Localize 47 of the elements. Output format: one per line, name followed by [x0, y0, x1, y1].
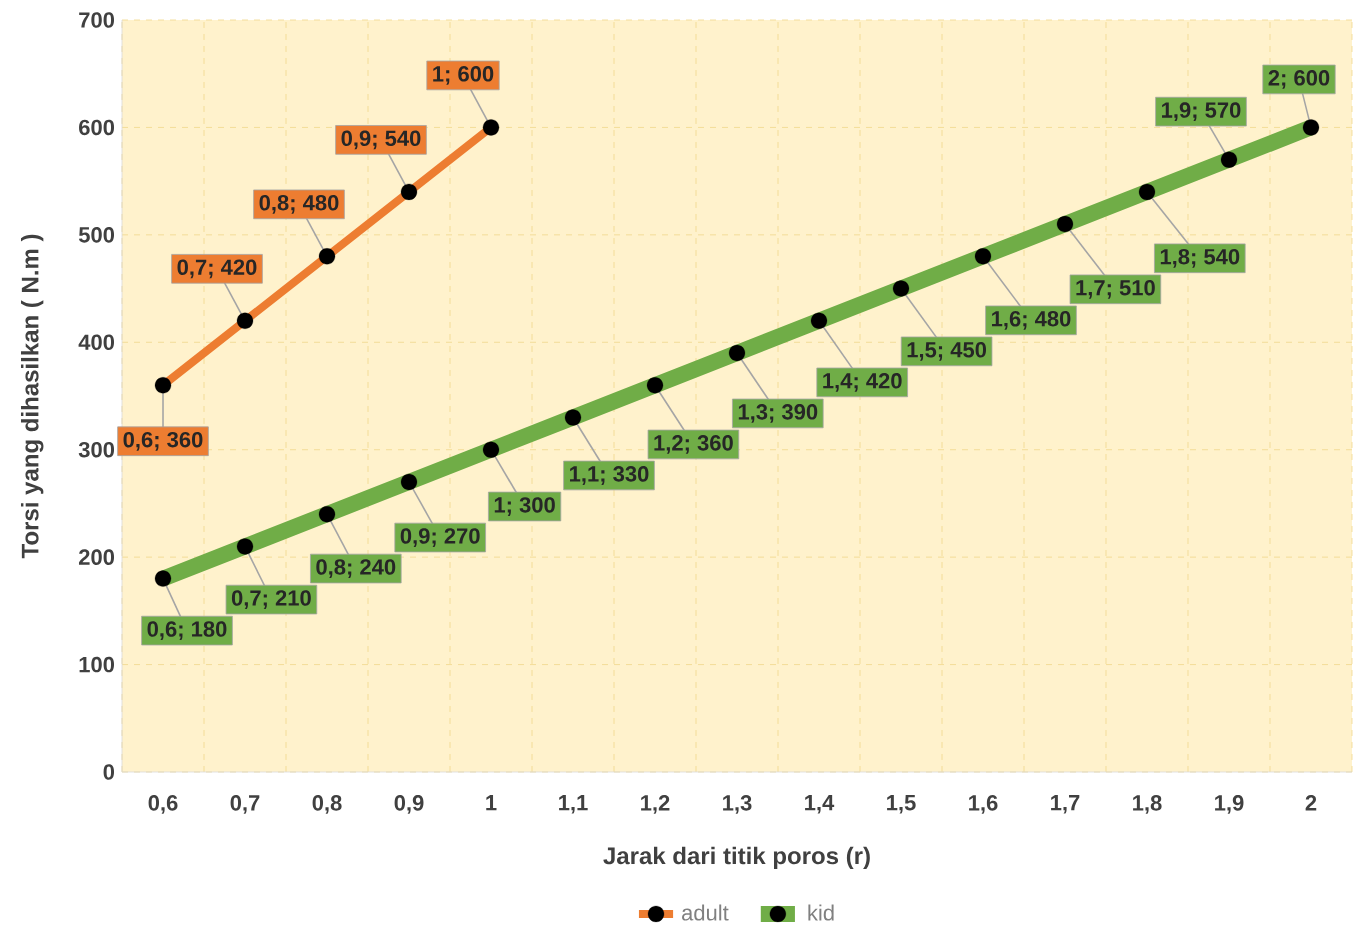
data-label: 0,9; 540 [341, 130, 421, 150]
x-axis-title: Jarak dari titik poros (r) [603, 846, 870, 870]
data-label: 1,9; 570 [1162, 102, 1241, 122]
x-tick-label: 0,7 [230, 795, 260, 814]
data-label: 1,3; 390 [738, 404, 818, 423]
data-label: 1,4; 420 [823, 373, 902, 392]
data-label: 1,2; 360 [654, 435, 733, 454]
legend-label: adult [682, 904, 729, 921]
x-tick-label: 1,3 [723, 795, 752, 814]
y-tick-label: 400 [78, 334, 115, 351]
x-tick-label: 1,6 [969, 795, 998, 814]
data-label: 1,6; 480 [992, 310, 1071, 330]
data-label: 0,6; 180 [147, 621, 227, 641]
data-label: 0,6; 360 [123, 431, 203, 451]
data-label: 2; 600 [1268, 70, 1330, 89]
x-tick-label: 1,1 [559, 795, 588, 814]
x-tick-label: 1,4 [805, 795, 835, 814]
x-tick-label: 1,5 [887, 795, 916, 814]
data-label: 0,7; 420 [177, 259, 257, 279]
x-tick-label: 0,8 [312, 795, 342, 814]
y-tick-label: 500 [78, 227, 115, 243]
data-label: 1; 600 [433, 66, 494, 85]
data-label: 1,8; 540 [1160, 248, 1240, 268]
x-tick-label: 0,6 [148, 795, 178, 814]
data-label: 0,8; 480 [259, 194, 339, 214]
data-label: 0,9; 270 [400, 528, 480, 547]
x-tick-label: 0,9 [394, 795, 424, 814]
x-tick-label: 2 [1305, 795, 1317, 811]
x-tick-label: 1,7 [1051, 795, 1080, 814]
x-tick-label: 1 [486, 795, 497, 811]
data-label: 1,1; 330 [570, 466, 649, 485]
x-tick-label: 1,2 [641, 795, 670, 814]
data-label: 1; 300 [494, 497, 555, 516]
data-label: 1,7; 510 [1076, 279, 1155, 299]
y-tick-label: 600 [79, 119, 115, 136]
y-tick-label: 700 [79, 12, 115, 28]
data-label: 0,7; 210 [231, 590, 311, 609]
y-axis-title: Torsi yang dihasilkan ( N.m ) [20, 234, 44, 559]
x-tick-label: 1,8 [1133, 795, 1162, 814]
x-tick-label: 1,9 [1215, 795, 1244, 814]
legend-label: kid [808, 904, 834, 921]
y-tick-label: 0 [103, 764, 115, 780]
data-label: 0,8; 240 [316, 559, 396, 578]
data-label: 1,5; 450 [907, 342, 987, 361]
y-tick-label: 300 [78, 441, 115, 458]
y-tick-label: 200 [78, 549, 115, 565]
y-tick-label: 100 [79, 656, 115, 673]
